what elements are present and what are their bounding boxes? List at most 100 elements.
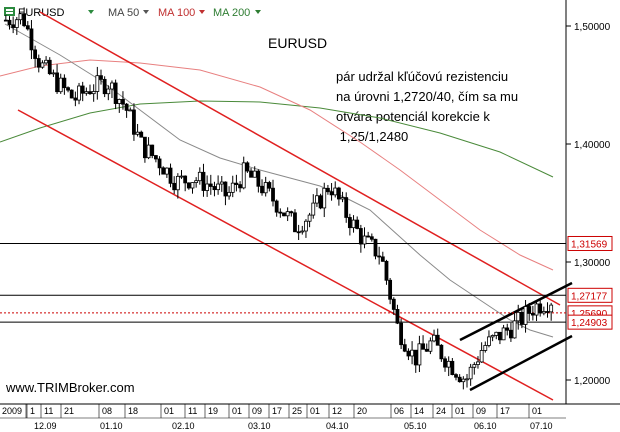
candle-body	[326, 187, 330, 193]
candle-body	[519, 311, 524, 325]
candle-body	[132, 109, 136, 135]
candle-body	[205, 183, 210, 191]
candle-body	[146, 144, 151, 159]
candle-body	[113, 82, 118, 104]
x-month-label: 05.10	[404, 421, 427, 431]
ma200-label[interactable]: MA 200	[213, 7, 250, 19]
candle-body	[172, 182, 177, 191]
candle-body	[322, 187, 327, 209]
candle-body	[263, 182, 268, 194]
candle-body	[91, 91, 96, 95]
candle-body	[406, 350, 411, 357]
candle-body	[479, 350, 484, 363]
candle-body	[410, 349, 414, 357]
candle-body	[373, 238, 378, 257]
x-tick-label: 19	[208, 406, 218, 416]
x-tick-label: 09	[476, 406, 486, 416]
candle-body	[241, 162, 246, 189]
candle-body	[336, 187, 341, 200]
candle-body	[77, 85, 81, 101]
candle-body	[465, 378, 469, 381]
ma50-label[interactable]: MA 50	[108, 7, 139, 19]
candle-body	[66, 87, 70, 91]
candle-body	[509, 329, 513, 339]
price-tag	[567, 314, 613, 330]
candle-body	[296, 231, 301, 234]
candle-body	[175, 175, 180, 191]
x-month-label: 04.10	[326, 421, 349, 431]
candle-body	[362, 235, 367, 245]
candle-body	[29, 28, 34, 51]
candle-body	[11, 24, 16, 28]
x-tick-label: 12	[332, 406, 342, 416]
x-month-label: 01.10	[100, 421, 123, 431]
x-tick-label: 20	[357, 406, 367, 416]
x-tick-label: 06	[394, 406, 404, 416]
chart-header: EURUSD MA 50 MA 100 MA 200	[4, 7, 261, 19]
candle-body	[483, 345, 488, 351]
candle-body	[44, 59, 48, 64]
candle-body	[51, 72, 56, 75]
candle-body	[186, 182, 191, 189]
candle-body	[3, 19, 8, 22]
symbol-dropdown-icon[interactable]	[88, 10, 94, 14]
candle-body	[391, 298, 396, 310]
candle-body	[501, 327, 506, 341]
candle-body	[219, 181, 224, 185]
y-tick-label: 1,20000	[574, 376, 611, 387]
candle-body	[117, 99, 122, 104]
annotation-line: na úrovni 1,2720/40, čím sa mu	[336, 89, 518, 104]
x-tick-label: 18	[128, 406, 138, 416]
candle-body	[380, 256, 385, 262]
candle-body	[25, 25, 30, 30]
x-tick-label: 2009	[2, 406, 22, 416]
candle-body	[384, 260, 389, 281]
annotation-line: pár udržal kľúčovú rezistenciu	[336, 69, 508, 84]
candle-body	[212, 186, 217, 191]
candle-body	[33, 49, 38, 59]
candle-body	[150, 144, 155, 156]
y-tick-label: 1,40000	[574, 140, 611, 151]
ma100-dropdown-icon[interactable]	[199, 10, 205, 14]
candle-body	[69, 89, 74, 99]
candle-body	[22, 13, 27, 27]
candle-body	[249, 170, 253, 178]
candle-body	[534, 303, 539, 316]
candle-body	[73, 97, 78, 101]
candle-body	[208, 183, 213, 187]
candle-body	[523, 306, 528, 325]
candle-body	[168, 167, 173, 184]
x-tick-label: 08	[102, 406, 112, 416]
candle-body	[95, 75, 100, 92]
candle-body	[99, 75, 103, 80]
ma50-dropdown-icon[interactable]	[143, 10, 149, 14]
candle-body	[164, 167, 169, 175]
x-tick-label: 11	[188, 406, 197, 416]
candle-body	[62, 77, 67, 89]
candle-body	[289, 211, 294, 214]
candles-group	[3, 7, 554, 390]
candle-body	[549, 304, 554, 313]
candle-body	[14, 19, 19, 28]
candle-body	[439, 344, 444, 360]
candle-body	[472, 364, 477, 368]
ma50-line	[4, 23, 554, 338]
candle-body	[498, 331, 502, 341]
x-axis-group: 2009 1 11 21 08 18 01 11 19 01 09 17 25 01 12 20 06 14 24 0…	[2, 404, 553, 431]
candle-body	[102, 78, 107, 95]
x-tick-label: 1	[30, 406, 35, 416]
x-tick-label: 25	[292, 406, 302, 416]
candle-body	[121, 99, 125, 105]
ma100-label[interactable]: MA 100	[158, 7, 195, 19]
y-tick-label: 1,30000	[574, 258, 611, 269]
x-month-label: 02.10	[172, 421, 195, 431]
x-tick-label: 01	[455, 406, 465, 416]
x-month-label: 03.10	[248, 421, 271, 431]
y-axis-group: 1,50000 1,40000 1,30000 1,20000	[566, 22, 611, 387]
candle-body	[311, 202, 316, 216]
candle-body	[468, 366, 473, 380]
ma200-dropdown-icon[interactable]	[255, 10, 261, 14]
candle-body	[135, 131, 140, 135]
x-tick-label: 01	[232, 406, 242, 416]
candle-body	[143, 136, 147, 159]
